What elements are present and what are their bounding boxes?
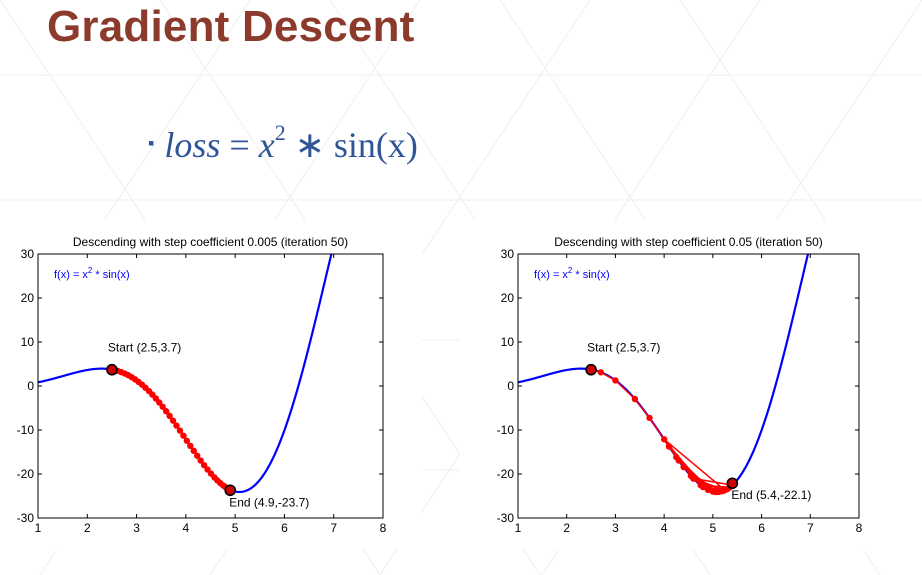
descent-step-point	[187, 442, 194, 450]
descent-step-point	[190, 447, 197, 455]
end-marker	[726, 477, 739, 490]
x-tick-label: 7	[807, 521, 814, 535]
chart-background	[0, 220, 422, 550]
descent-step-point	[183, 437, 191, 444]
descent-step-point	[176, 427, 184, 434]
descent-step-point	[714, 488, 721, 496]
descent-step-point	[159, 403, 166, 410]
descent-step-point	[162, 408, 170, 415]
x-tick-label: 7	[330, 521, 337, 535]
formula-lhs: loss	[164, 125, 221, 165]
descent-step-point	[709, 488, 717, 495]
y-tick-label: -20	[497, 467, 515, 481]
y-tick-label: -30	[17, 511, 35, 525]
y-tick-label: 10	[501, 335, 515, 349]
chart-panel-right: Descending with step coefficient 0.05 (i…	[460, 220, 922, 550]
formula-sin: sin(x)	[333, 125, 418, 165]
descent-step-point	[665, 443, 673, 450]
chart-background	[460, 220, 922, 550]
descent-step-point	[673, 453, 680, 461]
descent-step-point	[156, 399, 163, 406]
formula-base: x	[258, 125, 275, 165]
y-tick-label: -10	[17, 423, 35, 437]
x-tick-label: 2	[84, 521, 91, 535]
slide-title: Gradient Descent	[47, 2, 415, 51]
descent-step-point	[169, 417, 177, 424]
descent-step-point	[660, 436, 668, 443]
y-tick-label: 20	[21, 291, 35, 305]
descent-step-point	[166, 412, 173, 420]
end-label: End (5.4,-22.1)	[731, 488, 811, 502]
descent-step-point	[193, 452, 201, 459]
x-tick-label: 4	[183, 521, 190, 535]
descent-step-point	[680, 463, 687, 471]
descent-step-point	[180, 432, 187, 439]
x-tick-label: 4	[661, 521, 668, 535]
loss-formula: ▪ loss = x2 ∗ sin(x)	[148, 120, 418, 166]
descent-step-point	[173, 422, 180, 429]
y-tick-label: 0	[27, 379, 34, 393]
end-marker	[224, 484, 237, 497]
x-tick-label: 8	[380, 521, 387, 535]
formula-equals: =	[220, 125, 259, 165]
descent-step-point	[646, 414, 653, 422]
descent-step-point	[197, 457, 204, 464]
x-tick-label: 6	[281, 521, 288, 535]
y-tick-label: -10	[497, 423, 515, 437]
chart-title: Descending with step coefficient 0.005 (…	[73, 235, 348, 249]
y-tick-label: 30	[21, 247, 35, 261]
y-tick-label: 0	[507, 379, 514, 393]
descent-step-point	[200, 461, 208, 469]
x-tick-label: 3	[133, 521, 140, 535]
x-tick-label: 2	[563, 521, 570, 535]
descent-step-point	[612, 377, 619, 384]
descent-step-point	[721, 486, 729, 494]
start-marker	[585, 363, 597, 376]
descent-step-point	[631, 395, 639, 403]
x-tick-label: 6	[758, 521, 765, 535]
formula-operator: ∗	[285, 125, 334, 165]
y-tick-label: 30	[501, 247, 515, 261]
chart-panel-left: Descending with step coefficient 0.005 (…	[0, 220, 422, 550]
formula-exponent: 2	[274, 120, 286, 145]
x-tick-label: 1	[515, 521, 522, 535]
x-tick-label: 5	[710, 521, 717, 535]
descent-step-point	[704, 486, 712, 493]
function-label: f(x) = x2 * sin(x)	[54, 266, 130, 281]
x-tick-label: 3	[612, 521, 619, 535]
chart-title: Descending with step coefficient 0.05 (i…	[554, 235, 823, 249]
descent-step-point	[699, 483, 707, 491]
start-marker	[106, 363, 118, 376]
bullet-icon: ▪	[148, 133, 155, 154]
descent-step-point	[690, 475, 697, 482]
y-tick-label: -20	[17, 467, 35, 481]
start-label: Start (2.5,3.7)	[587, 341, 660, 355]
x-tick-label: 1	[35, 521, 42, 535]
y-tick-label: 20	[501, 291, 515, 305]
y-tick-label: 10	[21, 335, 35, 349]
function-label: f(x) = x2 * sin(x)	[534, 266, 610, 281]
descent-step-point	[597, 369, 605, 376]
x-tick-label: 8	[856, 521, 863, 535]
start-label: Start (2.5,3.7)	[108, 341, 181, 355]
end-label: End (4.9,-23.7)	[229, 495, 309, 509]
y-tick-label: -30	[497, 511, 515, 525]
x-tick-label: 5	[232, 521, 239, 535]
